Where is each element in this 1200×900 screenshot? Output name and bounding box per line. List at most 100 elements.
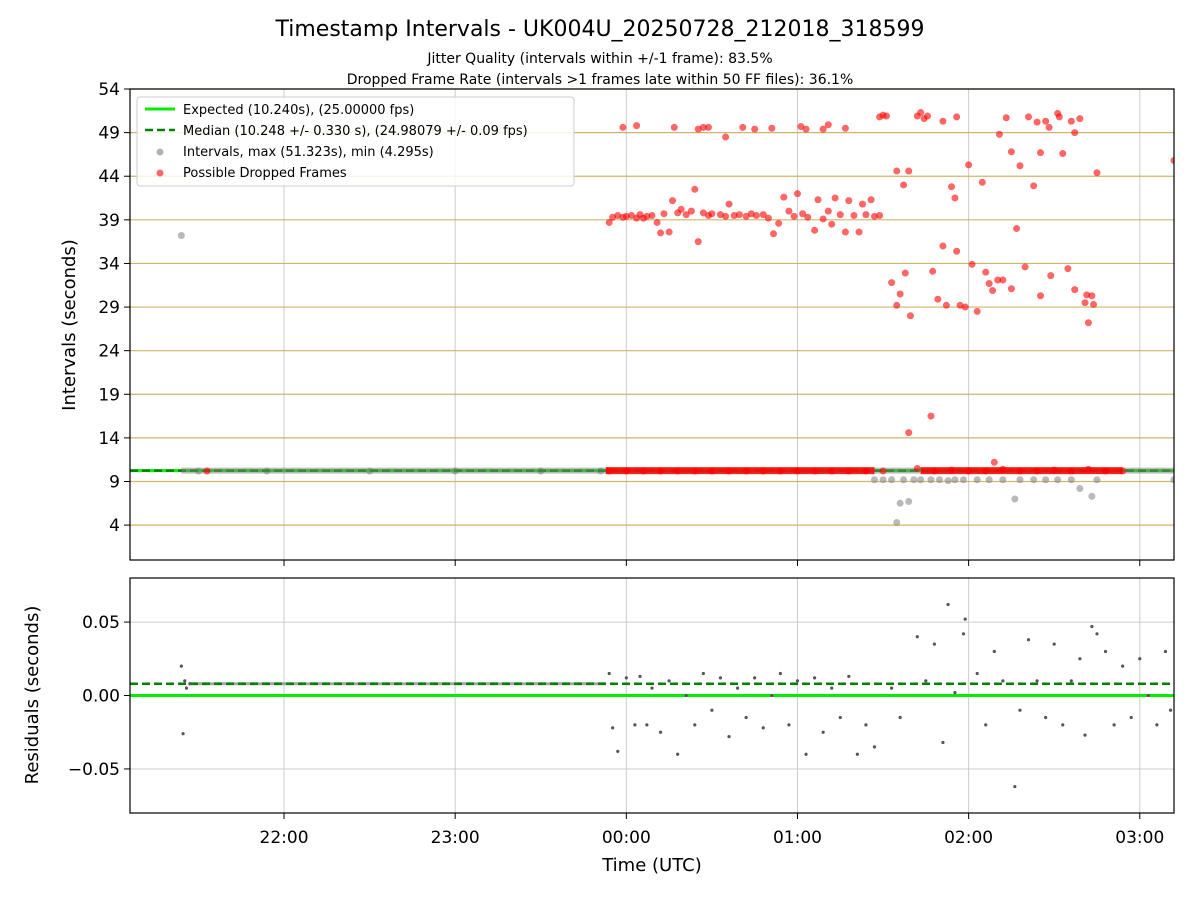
residual-point — [633, 723, 637, 727]
dropped-frame-point — [855, 228, 863, 236]
residual-point — [804, 752, 808, 756]
residual-point — [183, 679, 187, 683]
residual-point — [710, 708, 714, 712]
residual-point — [179, 664, 183, 668]
dropped-frame-point — [953, 247, 961, 255]
dropped-frame-point — [850, 211, 858, 219]
residual-point — [693, 723, 697, 727]
dropped-frame-point — [841, 124, 849, 132]
dropped-frame-point — [953, 113, 961, 121]
dropped-frame-point — [989, 286, 997, 294]
residual-point — [855, 752, 859, 756]
residual-point — [684, 693, 688, 698]
interval-point — [1054, 476, 1062, 484]
legend-intervals-label: Intervals, max (51.323s), min (4.295s) — [183, 145, 434, 160]
residual-point — [1090, 624, 1094, 629]
residual-point — [1168, 708, 1173, 712]
dropped-frame-point — [900, 181, 908, 189]
residual-point — [838, 715, 842, 720]
dropped-frame-point — [999, 276, 1007, 284]
dropped-frame-point — [913, 464, 921, 472]
dropped-frame-point — [657, 229, 665, 237]
dropped-frame-point — [1083, 291, 1091, 299]
residual-point — [963, 617, 967, 621]
top-axes-frame — [129, 88, 1175, 561]
dropped-frame-point — [1007, 148, 1015, 156]
dropped-frame-point — [665, 228, 673, 236]
dropped-frame-point — [1047, 272, 1055, 280]
residual-point — [821, 730, 825, 734]
residual-point — [701, 671, 705, 676]
bottom-y-tick-label: 0.00 — [82, 687, 120, 707]
dropped-frame-point — [845, 197, 853, 205]
residual-point — [1013, 784, 1017, 789]
dropped-frame-point — [948, 183, 956, 191]
interval-point — [944, 477, 952, 485]
interval-point — [896, 499, 904, 507]
top-y-tick-label: 4 — [109, 516, 120, 536]
dropped-frame-point — [951, 194, 959, 202]
dropped-frame-point — [961, 303, 969, 311]
dropped-frame-point — [896, 290, 904, 298]
residual-point — [1121, 664, 1125, 668]
residual-point — [611, 726, 615, 730]
residual-point — [727, 735, 731, 739]
residual-point — [1112, 723, 1116, 727]
interval-point — [1093, 476, 1101, 484]
residual-point — [932, 642, 936, 646]
residual-point — [1026, 638, 1031, 642]
residual-point — [924, 679, 928, 683]
dropped-frame-point — [1055, 113, 1063, 121]
residual-point — [898, 715, 902, 720]
top-y-tick-label: 39 — [98, 211, 120, 231]
top-y-tick-label: 9 — [109, 473, 120, 493]
residual-point — [616, 749, 620, 753]
dropped-frame-point — [939, 242, 947, 250]
interval-point — [1067, 476, 1075, 484]
interval-point — [905, 498, 913, 506]
dropped-frame-point — [927, 412, 935, 420]
interval-point — [900, 476, 908, 484]
dropped-frame-point — [934, 295, 942, 303]
top-y-tick-label: 24 — [98, 342, 120, 362]
residual-point — [1078, 657, 1082, 661]
dropped-frame-point — [619, 123, 627, 131]
x-tick-label: 23:00 — [431, 828, 480, 848]
residual-point — [1001, 679, 1005, 683]
residual-point — [667, 679, 671, 683]
residual-point — [812, 676, 817, 680]
dropped-frame-point — [739, 123, 747, 131]
residual-point — [1083, 733, 1087, 737]
dropped-frame-point — [704, 123, 712, 131]
dropped-frame-point — [994, 276, 1002, 284]
dropped-frame-point — [905, 429, 913, 437]
legend-median-label: Median (10.248 +/- 0.330 s), (24.98079 +… — [183, 124, 528, 139]
interval-point — [1170, 476, 1174, 484]
dropped-frame-point — [1030, 182, 1038, 190]
interval-point — [973, 476, 981, 484]
dropped-frame-point — [722, 133, 730, 141]
dropped-frame-point — [819, 125, 827, 133]
dropped-frame-point — [924, 112, 932, 120]
dropped-frame-point — [1059, 150, 1067, 158]
residual-point — [984, 723, 988, 727]
residual-point — [1103, 649, 1108, 654]
dropped-frame-point — [648, 211, 656, 219]
residual-point — [1018, 708, 1022, 712]
dropped-frame-point — [653, 218, 661, 226]
dropped-frame-point — [1037, 292, 1045, 300]
dropped-frame-point — [708, 210, 716, 218]
residual-point — [1052, 642, 1056, 646]
residual-point — [188, 682, 192, 686]
top-y-axis-label: Intervals (seconds) — [59, 239, 80, 411]
interval-point — [1088, 492, 1096, 500]
residual-point — [638, 674, 642, 679]
dropped-frame-point — [785, 207, 793, 215]
residual-point — [915, 635, 919, 639]
dropped-frame-point — [722, 212, 730, 220]
dropped-frame-point — [965, 161, 973, 169]
residual-point — [676, 752, 680, 756]
dropped-frame-point — [836, 211, 844, 219]
legend-expected-label: Expected (10.240s), (25.00000 fps) — [183, 103, 414, 118]
dropped-frame-point — [973, 307, 981, 315]
